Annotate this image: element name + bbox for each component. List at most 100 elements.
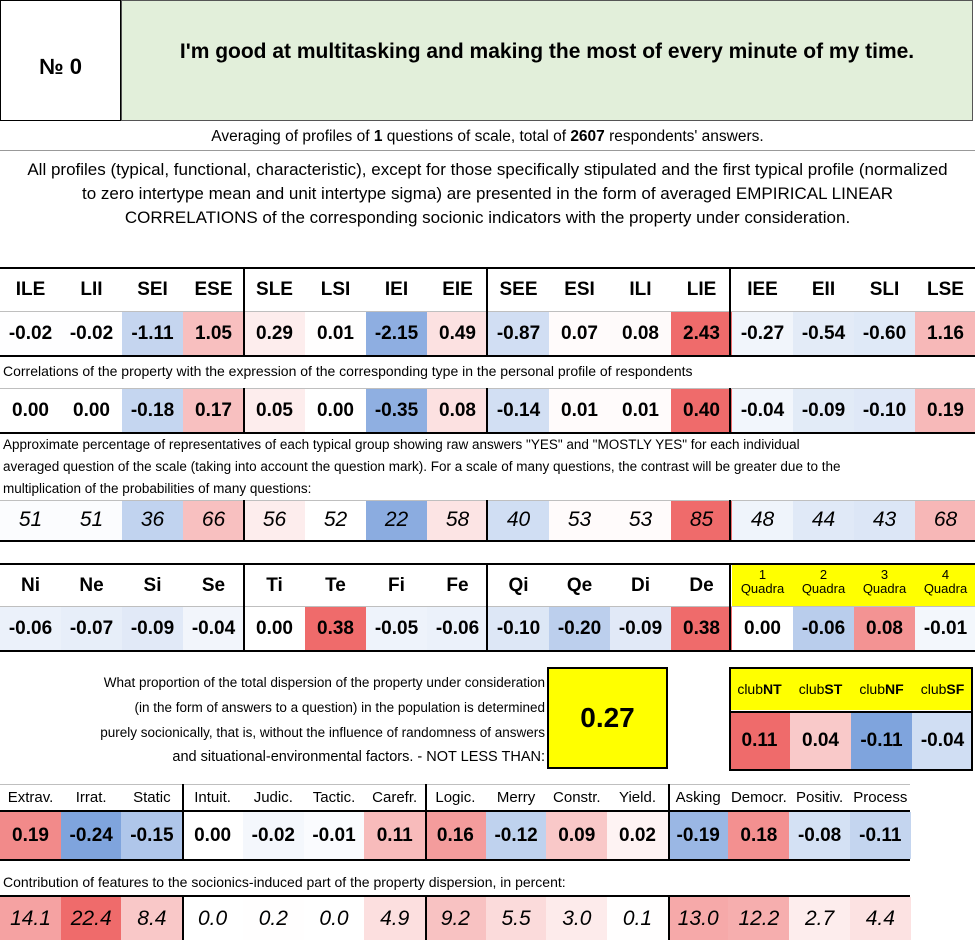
grid-line xyxy=(0,810,910,812)
type-header-sle: SLE xyxy=(256,279,293,300)
quadra-label: Quadra xyxy=(923,581,968,596)
type-percentage-value: 68 xyxy=(915,500,975,540)
grid-line xyxy=(486,267,488,355)
grid-line xyxy=(0,432,975,434)
function-header-ni: Ni xyxy=(21,574,40,596)
trait-value: -0.08 xyxy=(789,812,851,859)
type-normalized-value: -0.27 xyxy=(732,312,793,356)
type-correlation-value: -0.14 xyxy=(488,389,549,433)
trait-contribution: 4.4 xyxy=(849,897,911,940)
type-correlation-value: -0.18 xyxy=(122,389,183,433)
trait-header: Irrat. xyxy=(75,788,107,806)
type-header-iei: IEI xyxy=(384,279,409,300)
trait-contribution: 5.5 xyxy=(485,897,547,940)
club-prefix: club xyxy=(859,681,885,697)
trait-contribution: 4.9 xyxy=(364,897,426,940)
trait-contribution: 0.0 xyxy=(303,897,365,940)
quadra-header: 4 Quadra xyxy=(915,564,975,607)
trait-header: Static xyxy=(133,788,171,806)
type-percentage-value: 36 xyxy=(122,500,183,540)
percent-caption-line3: multiplication of the probabilities of m… xyxy=(3,481,312,496)
trait-header: Constr. xyxy=(553,788,601,806)
trait-value: 0.18 xyxy=(728,812,790,859)
trait-header: Democr. xyxy=(730,788,787,806)
question-number: № 0 xyxy=(39,53,82,79)
trait-contribution: 13.0 xyxy=(667,897,729,940)
quadra-number: 3 xyxy=(880,567,889,582)
trait-value: -0.19 xyxy=(667,812,729,859)
type-header-eii: EII xyxy=(811,279,836,300)
type-normalized-value: -0.02 xyxy=(0,312,61,356)
function-value: -0.06 xyxy=(0,607,61,651)
type-normalized-value: -0.54 xyxy=(793,312,854,356)
trait-header: Intuit. xyxy=(194,788,231,806)
type-header-ile: ILE xyxy=(15,279,46,300)
type-correlation-value: -0.10 xyxy=(854,389,915,433)
trait-value: 0.11 xyxy=(364,812,426,859)
function-value: -0.05 xyxy=(366,607,427,651)
trait-contribution: 0.2 xyxy=(242,897,304,940)
club-code: ST xyxy=(824,681,843,697)
type-header-see: SEE xyxy=(499,279,538,300)
grid-line xyxy=(243,500,245,540)
trait-value: -0.11 xyxy=(849,812,911,859)
quadra-label: Quadra xyxy=(862,581,907,596)
type-percentage-value: 52 xyxy=(305,500,366,540)
grid-line xyxy=(243,267,245,355)
quadra-number: 2 xyxy=(819,567,828,582)
club-prefix: club xyxy=(798,681,825,697)
dispersion-value: 0.27 xyxy=(547,667,668,769)
trait-contribution: 8.4 xyxy=(121,897,183,940)
trait-value: 0.02 xyxy=(607,812,668,859)
trait-value: -0.12 xyxy=(485,812,547,859)
grid-line xyxy=(668,784,670,859)
type-correlation-value: 0.00 xyxy=(305,389,366,433)
type-header-lse: LSE xyxy=(927,279,964,300)
grid-line xyxy=(729,667,731,770)
club-code: NF xyxy=(885,681,904,697)
type-percentage-value: 51 xyxy=(0,500,61,540)
function-header-di: Di xyxy=(631,574,650,596)
function-value: -0.04 xyxy=(183,607,244,651)
function-value: -0.07 xyxy=(61,607,122,651)
quadra-value: -0.06 xyxy=(793,607,854,651)
grid-line xyxy=(486,563,488,650)
trait-contribution: 22.4 xyxy=(60,897,122,940)
type-percentage-value: 53 xyxy=(549,500,610,540)
type-percentage-value: 66 xyxy=(183,500,244,540)
trait-header: Positiv. xyxy=(795,788,844,806)
type-correlation-value: 0.05 xyxy=(244,389,305,433)
type-header-sli: SLI xyxy=(869,279,900,300)
type-normalized-value: -0.60 xyxy=(854,312,915,356)
grid-line xyxy=(182,895,184,940)
function-header-ne: Ne xyxy=(79,574,104,596)
function-header-de: De xyxy=(689,574,714,596)
trait-header: Yield. xyxy=(619,788,656,806)
type-percentage-value: 43 xyxy=(854,500,915,540)
trait-contribution: 14.1 xyxy=(0,897,61,940)
type-normalized-value: 2.43 xyxy=(671,312,732,356)
type-normalized-value: 0.08 xyxy=(610,312,671,356)
grid-line xyxy=(729,563,731,650)
grid-line xyxy=(0,895,910,897)
club-prefix: club xyxy=(737,681,763,697)
trait-contribution: 3.0 xyxy=(546,897,608,940)
type-correlation-value: 0.01 xyxy=(610,389,671,433)
type-correlation-value: 0.00 xyxy=(61,389,122,433)
type-normalized-value: -0.87 xyxy=(488,312,549,356)
trait-header: Tactic. xyxy=(312,788,356,806)
type-correlation-value: -0.09 xyxy=(793,389,854,433)
type-percentage-value: 40 xyxy=(488,500,549,540)
type-percentage-value: 48 xyxy=(732,500,793,540)
grid-line xyxy=(425,784,427,859)
type-header-ili: ILI xyxy=(629,279,652,300)
quadra-header: 2 Quadra xyxy=(793,564,854,607)
grid-line xyxy=(729,500,731,540)
quadra-label: Quadra xyxy=(740,581,785,596)
function-value: 0.38 xyxy=(671,607,732,651)
type-normalized-value: 1.05 xyxy=(183,312,244,356)
type-header-iee: IEE xyxy=(747,279,778,300)
type-header-sei: SEI xyxy=(137,279,168,300)
club-header: club NF xyxy=(851,668,912,710)
grid-line xyxy=(182,784,184,859)
